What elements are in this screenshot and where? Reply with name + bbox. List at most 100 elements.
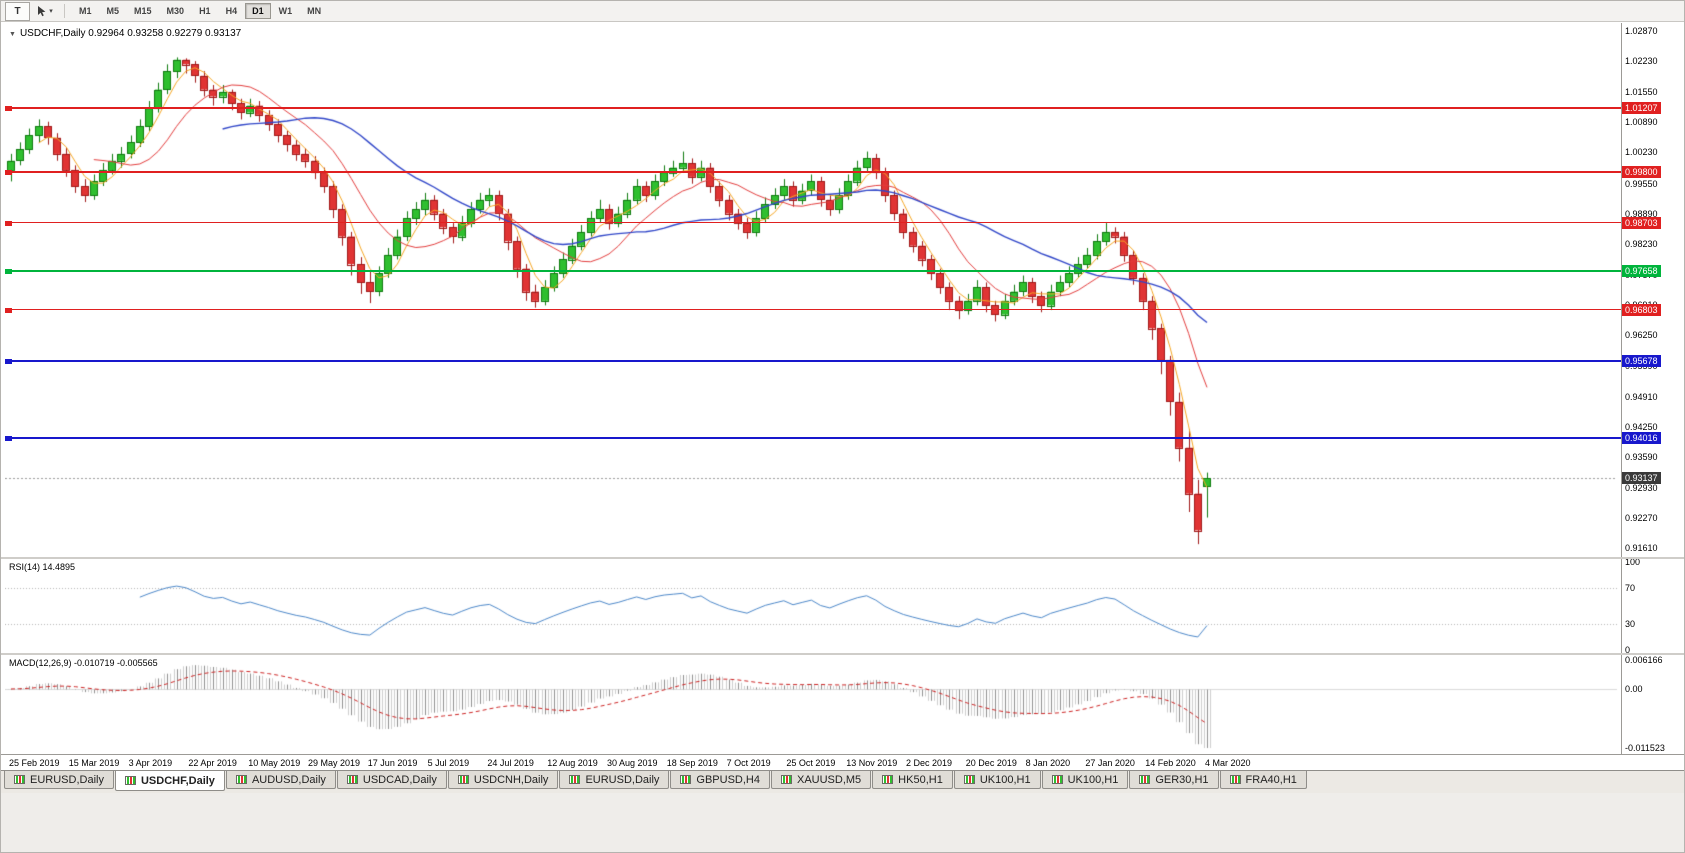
mini-chart-icon [346, 775, 358, 784]
toolbar-separator [64, 4, 65, 18]
line-handle[interactable] [5, 359, 12, 365]
time-axis-label: 4 Mar 2020 [1205, 758, 1251, 768]
price-axis-label: 1.02230 [1625, 55, 1658, 66]
time-axis-label: 24 Jul 2019 [487, 758, 534, 768]
time-axis-label: 12 Aug 2019 [547, 758, 598, 768]
support-resistance-line[interactable] [5, 222, 1621, 224]
rsi-axis-label: 70 [1625, 583, 1636, 594]
price-axis-label: 0.93590 [1625, 452, 1658, 463]
line-handle[interactable] [5, 170, 12, 176]
mini-chart-icon [569, 775, 581, 784]
macd-axis-label: 0.00 [1625, 683, 1643, 694]
timeframe-button-h1[interactable]: H1 [199, 6, 211, 16]
chart-tab-bar: EURUSD,Daily USDCHF,Daily AUDUSD,Daily USDC… [1, 770, 1684, 793]
price-axis-label: 1.02870 [1625, 26, 1658, 37]
chart-tab-uk100-h1[interactable]: UK100,H1 [1041, 771, 1129, 789]
cursor-tool-button[interactable]: ▾ [32, 2, 57, 21]
macd-indicator-label: MACD(12,26,9) -0.010719 -0.005565 [9, 658, 158, 668]
pane-separator[interactable] [1, 653, 1684, 655]
chart-tab-usdcad-daily[interactable]: USDCAD,Daily [336, 771, 447, 789]
price-line-badge: 0.99800 [1622, 166, 1661, 179]
cursor-icon [38, 6, 46, 17]
price-line-badge: 0.96803 [1622, 303, 1661, 316]
mini-chart-icon [235, 775, 247, 784]
collapse-triangle-icon[interactable]: ▼ [9, 31, 16, 38]
mini-chart-icon [963, 775, 975, 784]
timeframe-button-m15[interactable]: M15 [134, 6, 152, 16]
time-axis-label: 22 Apr 2019 [188, 758, 237, 768]
chart-tab-label: USDCNH,Daily [473, 773, 549, 786]
line-handle[interactable] [5, 220, 12, 226]
time-axis-label: 29 May 2019 [308, 758, 361, 768]
macd-axis-label: 0.006166 [1625, 655, 1663, 665]
support-resistance-line[interactable] [5, 269, 1621, 272]
price-axis-label: 0.96250 [1625, 330, 1658, 341]
support-resistance-line[interactable] [5, 106, 1621, 109]
chart-tab-xauusd-m5[interactable]: XAUUSD,M5 [770, 771, 872, 789]
line-handle[interactable] [5, 435, 12, 441]
timeframe-button-m30[interactable]: M30 [166, 6, 185, 16]
candlestick-chart-canvas[interactable] [5, 23, 1621, 557]
chart-tab-gbpusd-h4[interactable]: GBPUSD,H4 [670, 771, 770, 789]
time-axis-label: 7 Oct 2019 [726, 758, 771, 768]
current-price-badge: 0.93137 [1622, 472, 1661, 485]
time-axis-label: 3 Apr 2019 [128, 758, 173, 768]
chart-tab-label: UK100,H1 [1067, 773, 1119, 786]
price-line-badge: 0.94016 [1622, 431, 1661, 444]
chart-tab-hk50-h1[interactable]: HK50,H1 [872, 771, 953, 789]
chart-tab-usdcnh-daily[interactable]: USDCNH,Daily [447, 771, 559, 789]
time-axis-label: 14 Feb 2020 [1145, 758, 1196, 768]
support-resistance-line[interactable] [5, 436, 1621, 439]
line-handle[interactable] [5, 105, 12, 111]
time-axis-label: 25 Feb 2019 [9, 758, 60, 768]
timeframe-button-mn[interactable]: MN [307, 6, 322, 16]
support-resistance-line[interactable] [5, 360, 1621, 363]
chart-tab-ger30-h1[interactable]: GER30,H1 [1129, 771, 1219, 789]
time-axis-label: 30 Aug 2019 [607, 758, 658, 768]
pane-separator[interactable] [1, 557, 1684, 559]
text-tool-button[interactable]: T [5, 1, 30, 21]
price-axis-separator [1621, 23, 1622, 754]
time-axis[interactable]: 25 Feb 2019 15 Mar 2019 3 Apr 2019 22 Apr 2… [1, 755, 1684, 770]
chart-tab-uk100-h1[interactable]: UK100,H1 [953, 771, 1041, 789]
timeframe-button-m1[interactable]: M1 [79, 6, 92, 16]
timeframe-toolbar: M1 M5 M15 M30 H1 H4 D1 W1 MN [72, 3, 328, 19]
mini-chart-icon [1139, 775, 1151, 784]
chart-tab-eurusd-daily[interactable]: EURUSD,Daily [559, 771, 670, 789]
line-handle[interactable] [5, 268, 12, 274]
price-axis-label: 1.00890 [1625, 117, 1658, 128]
chart-tab-label: GER30,H1 [1155, 773, 1209, 786]
price-axis-label: 0.99550 [1625, 178, 1658, 189]
timeframe-button-h4[interactable]: H4 [225, 6, 238, 16]
time-axis-label: 20 Dec 2019 [965, 758, 1017, 768]
price-axis-label: 0.98230 [1625, 239, 1658, 250]
mini-chart-icon [1229, 775, 1241, 784]
price-axis-label: 0.92270 [1625, 512, 1658, 523]
time-axis-label: 8 Jan 2020 [1025, 758, 1071, 768]
rsi-axis-label: 100 [1625, 557, 1641, 567]
support-resistance-line[interactable] [5, 309, 1621, 311]
timeframe-button-d1[interactable]: D1 [245, 3, 271, 19]
time-axis-label: 10 May 2019 [248, 758, 301, 768]
rsi-canvas[interactable] [5, 559, 1621, 653]
support-resistance-line[interactable] [5, 171, 1621, 174]
mini-chart-icon [14, 775, 25, 784]
window-background [1, 793, 1684, 852]
macd-canvas[interactable] [5, 655, 1621, 754]
line-handle[interactable] [5, 307, 12, 313]
price-axis-label: 0.94250 [1625, 422, 1658, 433]
timeframe-button-m5[interactable]: M5 [106, 6, 120, 16]
macd-axis-label: -0.011523 [1625, 743, 1665, 753]
chart-tab-label: EURUSD,Daily [585, 773, 660, 786]
time-axis-label: 13 Nov 2019 [846, 758, 898, 768]
chart-tab-usdchf-daily[interactable]: USDCHF,Daily [114, 771, 225, 791]
chart-tab-label: HK50,H1 [898, 773, 943, 786]
chart-tab-fra40-h1[interactable]: FRA40,H1 [1219, 771, 1307, 789]
price-line-badge: 0.95678 [1622, 355, 1661, 368]
chart-tab-audusd-daily[interactable]: AUDUSD,Daily [225, 771, 336, 789]
time-axis-label: 17 Jun 2019 [367, 758, 418, 768]
chart-tab-eurusd-daily[interactable]: EURUSD,Daily [4, 771, 114, 789]
timeframe-button-w1[interactable]: W1 [278, 6, 293, 16]
chart-tab-label: GBPUSD,H4 [696, 773, 760, 786]
